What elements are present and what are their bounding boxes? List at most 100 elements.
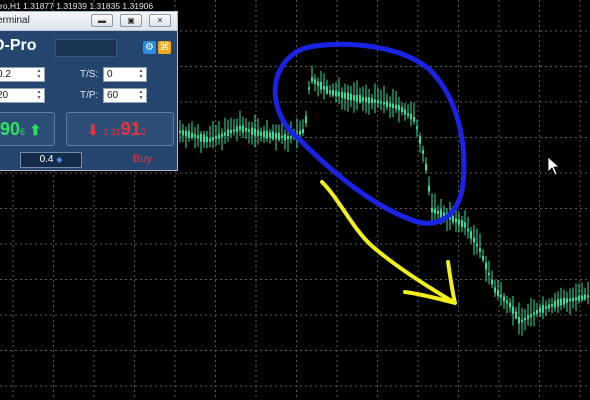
candle-body [587,295,589,298]
candle-body [524,317,526,321]
candle-body [278,133,280,140]
minimize-button[interactable]: ▬ [91,14,113,27]
candle-body [254,128,256,136]
candle-body [536,309,538,314]
candle-body [473,237,475,243]
candle-body [272,131,274,140]
candle-body [407,113,409,116]
symbol-selector[interactable] [55,39,117,57]
candle-body [482,255,484,261]
candle-body [497,290,499,296]
candle-body [518,317,520,324]
candle-body [401,107,403,113]
candle-body [545,306,547,309]
candle-body [188,131,190,138]
take-profit-input[interactable]: 60 ▲ ▼ [103,88,147,103]
candle-body [338,91,340,97]
candle-body [563,297,565,305]
candle-body [434,208,436,214]
stop-loss-value: 20 [0,90,9,101]
candle-body [383,102,385,105]
candle-body [491,279,493,285]
buy-price-big: 91 [120,119,141,139]
candle-body [437,210,439,214]
candle-body [578,295,580,301]
spinner-icon[interactable]: ▲ ▼ [138,68,144,80]
maximize-button[interactable]: ▣ [120,14,142,27]
candle-body [263,131,265,138]
candle-body [206,136,208,142]
candle-body [365,97,367,103]
settings-icon[interactable]: ⌘ [158,41,171,54]
candle-body [212,137,214,141]
candle-body [485,262,487,270]
lot-input[interactable]: 0.2 ▲▼ [0,67,45,82]
trailing-stop-input[interactable]: 0 ▲ ▼ [103,67,147,82]
candle-body [431,207,433,213]
candle-body [395,104,397,109]
candle-body [323,85,325,90]
candle-body [548,304,550,309]
candle-body [305,116,307,123]
candle-body [554,300,556,308]
buy-button[interactable]: ⬇ 1.31910 [66,112,174,146]
candle-body [530,313,532,317]
candlestick-series [179,65,589,336]
candle-body [572,297,574,302]
close-button[interactable]: ✕ [149,14,171,27]
candle-body [494,287,496,293]
arrow-up-icon: ⬆ [29,122,42,138]
candle-body [236,126,238,133]
stop-loss-input[interactable]: 20 ▲▼ [0,88,45,103]
candle-body [317,81,319,86]
candle-body [182,130,184,136]
candle-body [341,91,343,98]
candle-body [374,99,376,103]
trailing-stop-label: T/S: [80,69,99,80]
lot-size-value: 0.4 [39,154,54,165]
candle-body [242,125,244,133]
candle-body [248,129,250,132]
candle-body [284,134,286,141]
spinner-icon[interactable]: ▲ ▼ [36,89,42,101]
spinner-icon[interactable]: ◆ [56,155,63,164]
candle-body [455,218,457,223]
annotation-arrow [320,180,457,305]
candle-body [251,127,253,135]
terminal-titlebar[interactable]: erminal ▬ ▣ ✕ [0,12,177,31]
candle-body [470,231,472,239]
candle-body [218,134,220,139]
spinner-icon[interactable]: ▲ ▼ [36,68,42,80]
candle-body [584,294,586,300]
candle-body [386,101,388,108]
lot-size-input[interactable]: 0.4 ◆ [20,152,82,168]
candle-body [320,81,322,90]
candle-body [560,298,562,306]
candle-body [389,103,391,107]
candle-body [569,298,571,302]
candle-body [392,103,394,109]
candle-body [440,209,442,218]
spinner-icon[interactable]: ▲ ▼ [138,89,144,101]
candle-body [179,130,181,134]
symbol-name: D-Pro [0,37,37,54]
candle-body [239,125,241,131]
sell-button[interactable]: 906 ⬆ [0,112,55,146]
candle-body [347,92,349,100]
candle-body [287,136,289,140]
candle-body [422,150,424,154]
candle-body [197,135,199,139]
candle-body [551,303,553,307]
candle-body [413,116,415,122]
one-click-terminal-panel[interactable]: erminal ▬ ▣ ✕ D-Pro ⚙ ⌘ 0.2 ▲▼ T/S: 0 ▲▼… [0,11,178,171]
gear-icon[interactable]: ⚙ [143,41,156,54]
candle-body [257,130,259,136]
candle-body [461,220,463,227]
candle-body [275,133,277,139]
buy-label[interactable]: Buy [133,153,152,165]
candle-body [533,312,535,315]
candle-body [398,104,400,111]
trailing-stop-value: 0 [107,69,113,80]
candle-body [329,90,331,94]
